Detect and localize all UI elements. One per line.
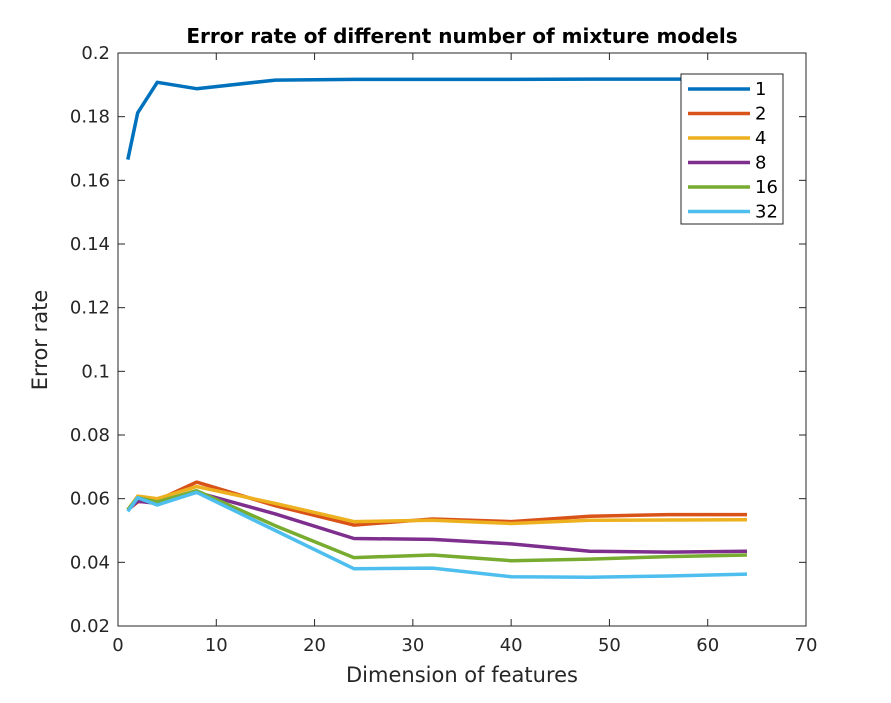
x-tick-label: 0 bbox=[112, 635, 123, 656]
chart-title: Error rate of different number of mixtur… bbox=[186, 24, 737, 48]
y-tick-label: 0.08 bbox=[70, 425, 110, 446]
x-tick-label: 70 bbox=[795, 635, 818, 656]
series-line-32 bbox=[126, 490, 748, 580]
y-axis-ticks: 0.02 0.04 0.06 0.08 0.1 0.12 0.14 0.16 0.18 0.2 bbox=[70, 43, 806, 637]
x-axis-ticks: 0 10 20 30 40 50 60 70 bbox=[112, 53, 817, 656]
x-axis-label: Dimension of features bbox=[346, 663, 578, 687]
y-tick-label: 0.04 bbox=[70, 552, 110, 573]
y-tick-label: 0.1 bbox=[81, 361, 110, 382]
legend: 1 2 4 8 16 32 bbox=[680, 73, 784, 225]
legend-label: 8 bbox=[755, 153, 766, 174]
legend-label: 1 bbox=[755, 79, 766, 100]
x-tick-label: 60 bbox=[696, 635, 719, 656]
series-line-4 bbox=[126, 484, 748, 526]
y-tick-label: 0.2 bbox=[81, 43, 110, 64]
y-tick-label: 0.14 bbox=[70, 234, 110, 255]
y-tick-label: 0.16 bbox=[70, 170, 110, 191]
legend-box bbox=[680, 73, 784, 225]
x-tick-label: 20 bbox=[303, 635, 326, 656]
x-tick-label: 30 bbox=[401, 635, 424, 656]
legend-label: 2 bbox=[755, 104, 766, 125]
legend-label: 16 bbox=[755, 177, 778, 198]
y-tick-label: 0.12 bbox=[70, 298, 110, 319]
y-tick-label: 0.06 bbox=[70, 489, 110, 510]
y-tick-label: 0.02 bbox=[70, 616, 110, 637]
series-line-1 bbox=[126, 77, 747, 160]
x-tick-label: 10 bbox=[205, 635, 228, 656]
x-tick-label: 40 bbox=[500, 635, 523, 656]
series-line-16 bbox=[126, 488, 748, 563]
y-tick-label: 0.18 bbox=[70, 107, 110, 128]
y-axis-label: Error rate bbox=[28, 290, 52, 391]
legend-label: 4 bbox=[755, 128, 766, 149]
series-lines bbox=[126, 77, 748, 580]
x-tick-label: 50 bbox=[598, 635, 621, 656]
legend-label: 32 bbox=[755, 202, 778, 223]
legend-items: 1 2 4 8 16 32 bbox=[688, 79, 778, 223]
